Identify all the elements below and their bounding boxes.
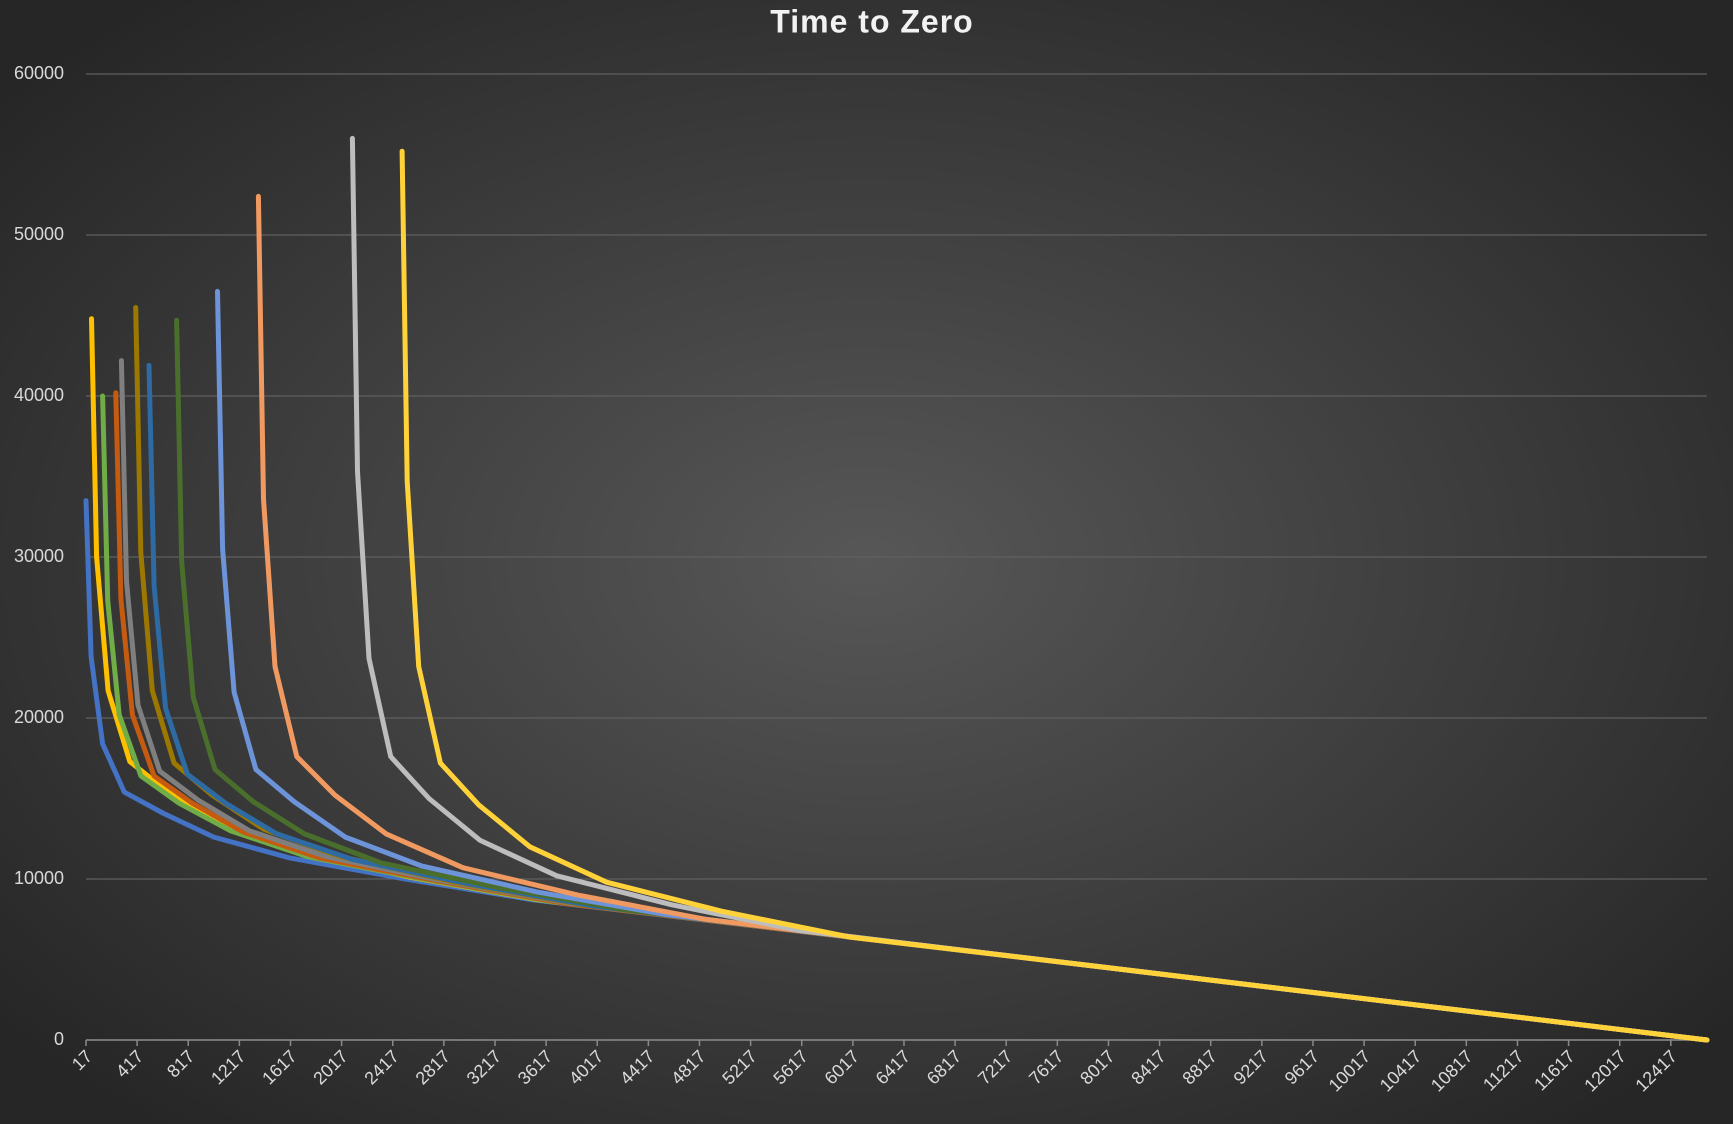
y-tick-label: 20000 <box>14 707 64 727</box>
lines <box>83 135 1710 1043</box>
chart-title: Time to Zero <box>770 3 973 39</box>
y-tick-label: 10000 <box>14 868 64 888</box>
y-tick-label: 50000 <box>14 224 64 244</box>
y-tick-label: 30000 <box>14 546 64 566</box>
y-tick-label: 60000 <box>14 63 64 83</box>
y-tick-label: 0 <box>54 1029 64 1049</box>
y-tick-label: 40000 <box>14 385 64 405</box>
series-line <box>399 148 1710 1043</box>
